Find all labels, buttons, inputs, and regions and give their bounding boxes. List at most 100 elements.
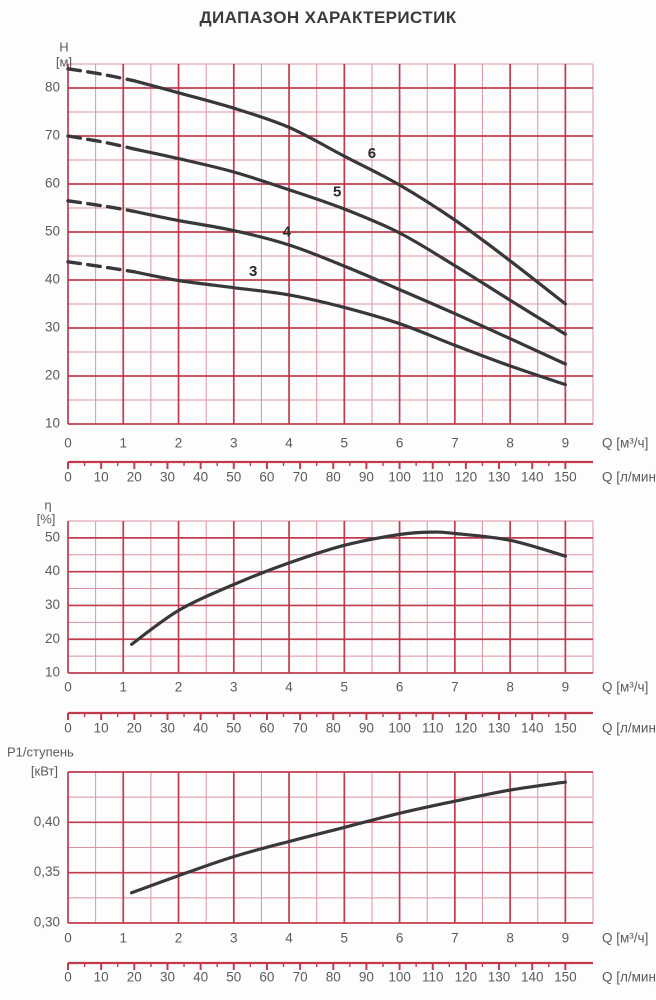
x-tick-label: 4 [285, 931, 293, 946]
flow-tick-label: 80 [326, 721, 341, 736]
flow-tick-label: 60 [259, 721, 274, 736]
x-tick-label: 8 [506, 931, 514, 946]
flow-axis-caption: Q [л/мин] [602, 970, 656, 985]
y-axis-labels: 80 70 60 50 40 30 20 10 H[м] [45, 39, 72, 430]
flow-tick-label: 80 [326, 970, 341, 985]
x-tick-label: 2 [175, 436, 183, 451]
x-tick-label: 3 [230, 436, 238, 451]
y-axis-caption: η [44, 497, 51, 512]
curve-4-dashed [66, 199, 136, 214]
flow-axis-caption: Q [л/мин] [602, 470, 656, 485]
power-per-stage-curve-group: 0,40 0,35 0,30 P1/ступень [кВт] 0 1 2 3 4 5 6 7 8 9 Q [… [7, 744, 656, 984]
x-tick-label: 5 [341, 436, 349, 451]
flow-tick-label: 120 [455, 970, 478, 985]
y-tick-label: 80 [45, 80, 60, 95]
x-tick-label: 5 [341, 680, 349, 695]
flow-tick-label: 30 [160, 470, 175, 485]
x-tick-label: 9 [562, 931, 570, 946]
flow-tick-label: 70 [293, 721, 308, 736]
flow-tick-label: 50 [226, 721, 241, 736]
flow-tick-label: 90 [359, 721, 374, 736]
flow-tick-label: 120 [455, 721, 478, 736]
curve-label-6: 6 [368, 145, 376, 162]
x-tick-label: 4 [285, 436, 293, 451]
x-tick-label: 3 [230, 931, 238, 946]
flow-tick-label: 50 [226, 970, 241, 985]
y-tick-label: 60 [45, 176, 60, 191]
y-tick-label: 0,35 [34, 864, 60, 879]
x-axis-labels: 0 1 2 3 4 5 6 7 8 9 Q [м³/ч] [64, 931, 648, 946]
flow-tick-label: 20 [127, 470, 142, 485]
grid-major [67, 64, 593, 425]
flow-tick-label: 140 [521, 721, 544, 736]
flow-tick-label: 140 [521, 970, 544, 985]
x-tick-label: 1 [120, 931, 128, 946]
y-tick-label: 20 [45, 368, 60, 383]
y-tick-label: 50 [45, 224, 60, 239]
flow-tick-label: 130 [488, 470, 511, 485]
flow-tick-label: 30 [160, 721, 175, 736]
x-tick-label: 6 [396, 931, 404, 946]
curves [66, 67, 567, 387]
x-tick-label: 9 [562, 680, 570, 695]
flow-tick-label: 40 [193, 970, 208, 985]
curve-label-4: 4 [283, 223, 292, 240]
flow-tick-label: 150 [554, 970, 577, 985]
flow-tick-label: 60 [259, 970, 274, 985]
curve-6 [132, 79, 567, 306]
curve-eta [130, 530, 567, 646]
x-axis-caption: Q [м³/ч] [602, 680, 648, 695]
x-tick-label: 0 [64, 436, 72, 451]
x-axis-labels: 0 1 2 3 4 5 6 7 8 9 Q [м³/ч] [64, 680, 648, 695]
flow-tick-label: 130 [488, 970, 511, 985]
grid-minor [68, 772, 594, 923]
x-axis-labels: 0 1 2 3 4 5 6 7 8 9 Q [м³/ч] [64, 436, 648, 451]
flow-tick-label: 20 [127, 970, 142, 985]
curves [130, 530, 567, 646]
y-tick-label: 30 [45, 597, 60, 612]
flow-tick-label: 100 [388, 721, 411, 736]
x-tick-label: 6 [396, 436, 404, 451]
curves [130, 780, 567, 895]
flow-tick-label: 20 [127, 721, 142, 736]
y-tick-label: 30 [45, 320, 60, 335]
y-axis-caption: H [59, 39, 68, 54]
curve-4 [132, 209, 567, 366]
y-tick-label: 50 [45, 529, 60, 544]
flow-tick-label: 60 [259, 470, 274, 485]
flow-tick-label: 140 [521, 470, 544, 485]
x-tick-label: 2 [175, 931, 183, 946]
page-title: ДИАПАЗОН ХАРАКТЕРИСТИК [199, 8, 457, 27]
y-tick-label: 70 [45, 128, 60, 143]
x-tick-label: 0 [64, 931, 72, 946]
flow-tick-label: 0 [64, 970, 72, 985]
x-tick-label: 6 [396, 680, 404, 695]
x-tick-label: 5 [341, 931, 349, 946]
flow-tick-label: 10 [94, 470, 109, 485]
flow-tick-label: 80 [326, 470, 341, 485]
y-axis-caption: P1/ступень [7, 744, 74, 759]
x-tick-label: 3 [230, 680, 238, 695]
flow-tick-label: 150 [554, 470, 577, 485]
y-tick-label: 10 [45, 416, 60, 431]
y-tick-label: 40 [45, 272, 60, 287]
y-axis-labels: 50 40 30 20 10 η[%] [37, 497, 60, 679]
curve-label-5: 5 [333, 184, 341, 201]
x-tick-label: 9 [562, 436, 570, 451]
flow-tick-label: 0 [64, 470, 72, 485]
flow-axis-lmin: 0 10 20 30 40 50 60 70 80 90 100 110 120 130 140 150 Q [… [64, 711, 656, 736]
flow-tick-label: 30 [160, 970, 175, 985]
y-tick-label: 10 [45, 665, 60, 680]
y-tick-label: 0,30 [34, 915, 60, 930]
x-axis-caption: Q [м³/ч] [602, 436, 648, 451]
x-tick-label: 1 [120, 436, 128, 451]
x-tick-label: 7 [451, 680, 459, 695]
x-tick-label: 2 [175, 680, 183, 695]
x-tick-label: 8 [506, 436, 514, 451]
grid-major [67, 521, 593, 674]
flow-tick-label: 130 [488, 721, 511, 736]
efficiency-curve-group: 50 40 30 20 10 η[%] 0 1 2 3 4 5 6 7 8 9 Q [м³/ч] 0 10 20 30 4… [37, 497, 656, 735]
